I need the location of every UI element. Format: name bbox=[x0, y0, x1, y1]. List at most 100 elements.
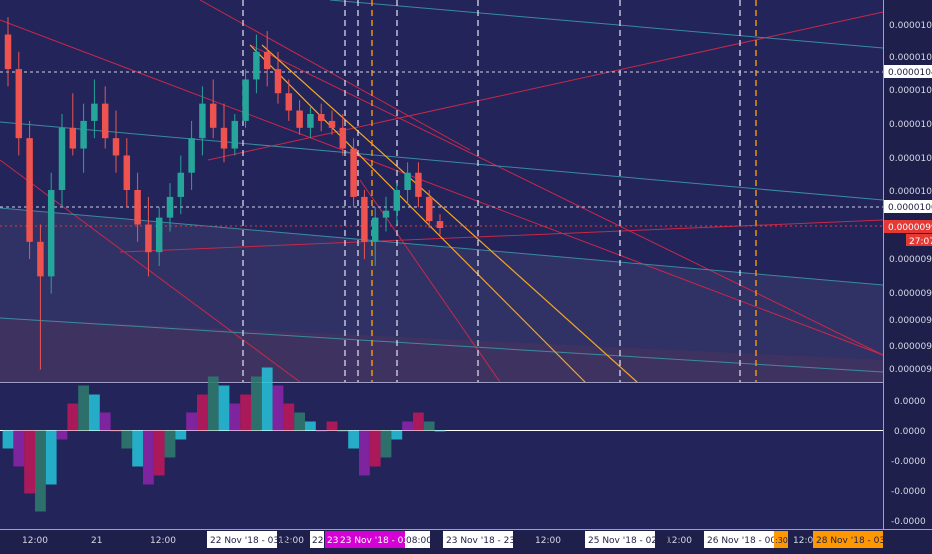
candle-body[interactable] bbox=[393, 190, 401, 211]
indicator-axis-label: 0.0000 bbox=[894, 397, 926, 407]
candle-body[interactable] bbox=[382, 210, 390, 218]
histogram-bar bbox=[423, 421, 435, 431]
histogram-bar bbox=[359, 430, 370, 476]
candle-body[interactable] bbox=[47, 190, 55, 277]
candle-body[interactable] bbox=[274, 69, 282, 94]
time-box-highlight[interactable] bbox=[813, 531, 883, 548]
indicator-axis-label: -0.0000 bbox=[891, 457, 926, 467]
price-axis-label: 0.00000957 bbox=[889, 365, 932, 375]
time-box-highlight[interactable] bbox=[774, 531, 788, 548]
candle-body[interactable] bbox=[58, 127, 66, 190]
candle-body[interactable] bbox=[199, 103, 206, 139]
candle-body[interactable] bbox=[209, 103, 217, 128]
histogram-bar bbox=[218, 385, 230, 431]
channel-line-orange[interactable] bbox=[261, 44, 638, 383]
time-box[interactable] bbox=[405, 531, 430, 548]
trend-line-blue[interactable] bbox=[0, 317, 884, 373]
candle-body[interactable] bbox=[91, 103, 98, 121]
candle-body[interactable] bbox=[4, 34, 12, 70]
candle-body[interactable] bbox=[101, 103, 109, 139]
time-box[interactable] bbox=[310, 531, 324, 548]
lower-shade bbox=[0, 318, 883, 382]
candles-layer bbox=[4, 17, 444, 370]
candle-body[interactable] bbox=[188, 138, 195, 173]
candle-body[interactable] bbox=[404, 172, 411, 190]
trend-line-red[interactable] bbox=[207, 11, 884, 161]
histogram-bar bbox=[164, 430, 176, 458]
candle-body[interactable] bbox=[296, 110, 303, 128]
histogram-bar bbox=[175, 430, 187, 440]
trend-lines bbox=[0, 0, 884, 383]
time-axis-label: 12:00 bbox=[22, 536, 48, 546]
time-box[interactable] bbox=[443, 531, 513, 548]
trend-line-blue[interactable] bbox=[0, 207, 884, 286]
histogram-bar bbox=[132, 430, 143, 467]
candle-body[interactable] bbox=[415, 172, 422, 197]
candle-body[interactable] bbox=[350, 148, 357, 197]
candle-body[interactable] bbox=[425, 196, 433, 222]
histogram-bar bbox=[67, 403, 79, 431]
candle-body[interactable] bbox=[339, 127, 347, 149]
histogram-bar bbox=[89, 394, 100, 431]
histogram-bar bbox=[2, 430, 14, 449]
histogram-bar bbox=[402, 421, 413, 431]
candle-body[interactable] bbox=[361, 196, 368, 242]
histogram-bar bbox=[348, 430, 359, 449]
candle-body[interactable] bbox=[307, 114, 314, 128]
candle-body[interactable] bbox=[317, 114, 325, 121]
time-box[interactable] bbox=[585, 531, 655, 548]
candle-body[interactable] bbox=[37, 241, 44, 277]
time-axis-labels: 12:00 21 12:00 12:00 12:00 12:00 12:00 bbox=[22, 536, 819, 546]
candle-body[interactable] bbox=[242, 79, 249, 121]
candle-body[interactable] bbox=[253, 51, 260, 80]
candle-body[interactable] bbox=[145, 224, 152, 253]
candle-body[interactable] bbox=[69, 127, 77, 149]
candle-body[interactable] bbox=[231, 120, 239, 149]
trend-line-red[interactable] bbox=[0, 19, 884, 356]
candle-body[interactable] bbox=[123, 155, 131, 190]
price-axis-label: 0.00001050 bbox=[889, 53, 932, 63]
trend-line-blue[interactable] bbox=[0, 121, 884, 201]
histogram-bar bbox=[251, 376, 262, 431]
histogram-bar bbox=[434, 430, 446, 432]
histogram-bar bbox=[337, 430, 349, 432]
histogram-bar bbox=[283, 403, 295, 431]
candle-body[interactable] bbox=[177, 172, 185, 197]
price-tag-current[interactable] bbox=[884, 220, 932, 233]
histogram-bar bbox=[143, 430, 154, 485]
price-axis-label: 0.00000980 bbox=[889, 289, 932, 299]
time-box[interactable] bbox=[207, 531, 277, 548]
channel-line-orange[interactable] bbox=[249, 44, 586, 383]
trend-line-red[interactable] bbox=[249, 44, 884, 356]
time-axis-label: 12:00 bbox=[150, 536, 176, 546]
trend-line-red[interactable] bbox=[199, 0, 471, 151]
time-axis-label: 12:00 bbox=[278, 536, 304, 546]
time-axis-label: 12:00 bbox=[666, 536, 692, 546]
price-tag[interactable] bbox=[884, 200, 932, 213]
time-box[interactable] bbox=[704, 531, 774, 548]
price-tag[interactable] bbox=[884, 65, 932, 78]
candle-body[interactable] bbox=[220, 127, 228, 149]
candle-body[interactable] bbox=[15, 69, 23, 139]
time-box-highlight[interactable] bbox=[325, 531, 405, 548]
candle-body[interactable] bbox=[263, 51, 271, 70]
candle-body[interactable] bbox=[436, 221, 444, 228]
candle-body[interactable] bbox=[328, 120, 336, 128]
candle-body[interactable] bbox=[112, 138, 120, 156]
countdown-tag bbox=[906, 234, 932, 246]
price-axis-label: 0.00000972 bbox=[889, 316, 932, 326]
candle-body[interactable] bbox=[371, 217, 379, 242]
trend-line-blue[interactable] bbox=[329, 0, 884, 49]
price-axis[interactable] bbox=[883, 0, 932, 550]
time-box-text: 23 bbox=[327, 536, 338, 546]
histogram-bar bbox=[369, 430, 381, 467]
candle-body[interactable] bbox=[285, 93, 293, 111]
candle-body[interactable] bbox=[155, 217, 163, 253]
candle-body[interactable] bbox=[134, 190, 141, 225]
candle-body[interactable] bbox=[166, 196, 174, 218]
time-box-text: 25 Nov '18 - 02:00 bbox=[588, 536, 672, 546]
candle-body[interactable] bbox=[26, 138, 33, 242]
candle-body[interactable] bbox=[80, 120, 87, 149]
